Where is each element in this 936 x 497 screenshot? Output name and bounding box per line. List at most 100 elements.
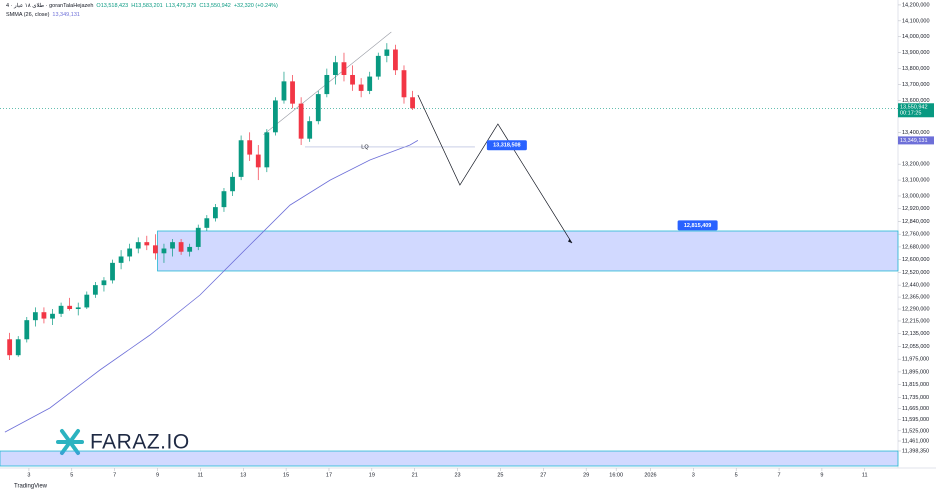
x-tick-label: 21 <box>412 472 418 478</box>
y-tick-label: 11,595,000 <box>902 417 929 423</box>
candle-body <box>58 305 64 314</box>
candle-body <box>375 55 381 77</box>
y-tick-label: 13,000,000 <box>902 193 930 199</box>
candle-body <box>273 100 278 133</box>
y-tick-label: 12,290,000 <box>902 306 930 312</box>
indicator-tag-label: 13,349,131 <box>900 138 928 144</box>
candle-body <box>350 74 355 85</box>
y-tick-label: 12,365,000 <box>902 295 930 301</box>
y-tick-label: 11,398,350 <box>902 448 929 454</box>
last-price-tag <box>898 103 934 118</box>
y-tick-label: 11,815,000 <box>902 382 929 388</box>
candle-body <box>341 62 347 75</box>
y-tick-label: 12,920,000 <box>902 206 930 212</box>
y-tick-label: 12,520,000 <box>902 270 930 276</box>
y-tick-label: 14,000,000 <box>902 34 930 40</box>
indicator-legend: SMMA (26, close) 13,349,131 <box>6 12 80 18</box>
symbol: طلای ۱۸ عیار · 4 · goranTalaHejazeh <box>6 2 93 9</box>
candle-body <box>212 207 218 219</box>
candle-body <box>264 132 270 168</box>
candle-body <box>101 280 107 286</box>
indicator-value: 13,349,131 <box>52 12 80 18</box>
y-tick-label: 11,461,000 <box>902 438 929 444</box>
countdown-label: 00:17:25 <box>900 111 921 117</box>
x-tick-label: 5 <box>70 472 73 478</box>
candle-body <box>152 245 158 254</box>
target-label: 12,815,409 <box>684 223 712 229</box>
ohlc-open: O13,518,423 <box>96 3 128 9</box>
candle-body <box>367 76 373 91</box>
y-tick-label: 13,700,000 <box>902 82 930 88</box>
y-tick-label: 13,400,000 <box>902 130 930 136</box>
lq-label: LQ <box>361 144 369 150</box>
candle-body <box>144 242 150 246</box>
candle-body <box>333 62 338 75</box>
x-tick-label: 25 <box>497 472 503 478</box>
candle-body <box>195 227 201 247</box>
candle-body <box>50 313 55 319</box>
candle-body <box>410 97 415 109</box>
y-tick-label: 12,135,000 <box>902 331 930 337</box>
candle-body <box>7 339 13 356</box>
symbol-legend: طلای ۱۸ عیار · 4 · goranTalaHejazeh O13,5… <box>6 2 278 9</box>
y-tick-label: 13,600,000 <box>902 98 930 104</box>
zone <box>157 230 899 272</box>
candle-body <box>170 242 175 249</box>
watermark-text: FARAZ.IO <box>90 431 190 454</box>
candle-body <box>247 140 253 155</box>
x-tick-label: 17 <box>326 472 332 478</box>
y-tick-label: 11,665,000 <box>902 406 929 412</box>
y-tick-label: 11,735,000 <box>902 395 929 401</box>
candle-body <box>75 307 81 310</box>
watermark: FARAZ.IO <box>56 429 190 455</box>
target-box <box>486 140 527 151</box>
candle-body <box>307 121 313 139</box>
candle-body <box>324 74 330 95</box>
target-box <box>677 220 718 231</box>
candle-body <box>110 262 115 281</box>
ohlc-high: H13,583,201 <box>131 3 163 9</box>
candle-body <box>255 154 261 168</box>
candle-body <box>118 256 124 263</box>
candle-body <box>178 242 184 252</box>
candle-body <box>298 103 304 139</box>
candle-body <box>358 84 364 91</box>
y-tick-label: 12,600,000 <box>902 257 930 263</box>
x-tick-label: 2026 <box>644 472 656 478</box>
candle-body <box>84 294 90 308</box>
candle-body <box>384 49 390 56</box>
candle-body <box>230 176 235 192</box>
ohlc-close: C13,550,942 <box>199 3 231 9</box>
projection-arrowhead <box>568 238 573 244</box>
y-tick-label: 14,100,000 <box>902 18 930 24</box>
x-tick-label: 23 <box>455 472 461 478</box>
y-tick-label: 12,840,000 <box>902 219 930 225</box>
x-tick-label: 16:00 <box>609 472 623 478</box>
y-tick-label: 13,800,000 <box>902 66 930 72</box>
target-label: 13,318,508 <box>493 143 521 149</box>
plot-area: LQ 13,318,508 12,815,409 <box>0 31 899 467</box>
y-tick-label: 12,055,000 <box>902 344 930 350</box>
x-tick-label: 15 <box>283 472 289 478</box>
y-tick-label: 12,215,000 <box>902 318 930 324</box>
x-tick-label: 9 <box>820 472 823 478</box>
candle-body <box>393 49 398 71</box>
y-tick-label: 12,760,000 <box>902 232 930 238</box>
candle-body <box>32 312 38 321</box>
y-tick-label: 11,895,000 <box>902 369 929 375</box>
x-tick-label: 7 <box>778 472 781 478</box>
x-tick-label: 5 <box>735 472 738 478</box>
ohlc-change: +32,320 (+0.24%) <box>234 3 278 9</box>
candle-body <box>401 70 407 98</box>
y-tick-label: 14,200,000 <box>902 2 930 8</box>
x-tick-label: 11 <box>198 472 204 478</box>
x-tick-label: 11 <box>862 472 868 478</box>
candle-body <box>15 339 21 356</box>
projection-path <box>417 94 573 244</box>
candle-body <box>315 94 321 122</box>
x-tick-label: 9 <box>156 472 159 478</box>
candle-body <box>92 285 98 295</box>
candle-body <box>161 248 167 254</box>
zone <box>0 450 899 467</box>
